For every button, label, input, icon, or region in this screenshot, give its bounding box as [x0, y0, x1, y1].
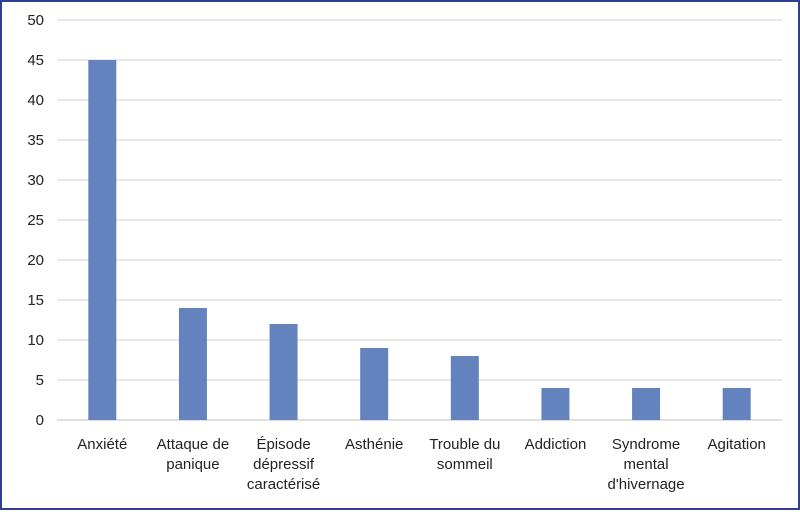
x-category-label: Syndrome mental d'hivernage	[608, 436, 685, 493]
bar-4	[360, 348, 389, 420]
x-axis-labels: Anxiété Attaque de panique Épisode dépressif…	[77, 436, 766, 493]
y-tick-label: 0	[36, 412, 44, 429]
y-tick-label: 15	[27, 292, 44, 309]
gridlines	[57, 19, 782, 421]
y-tick-label: 40	[27, 92, 44, 109]
bar-3	[269, 324, 298, 420]
x-category-label: Attaque de panique	[157, 436, 230, 473]
y-tick-label: 10	[27, 332, 44, 349]
y-tick-label: 5	[36, 372, 44, 389]
y-axis-ticks: 0 5 10 15 20 25 30 35 40 45 50	[27, 12, 44, 429]
y-tick-label: 20	[27, 252, 44, 269]
y-tick-label: 50	[27, 12, 44, 29]
y-tick-label: 30	[27, 172, 44, 189]
bar-5	[450, 356, 479, 420]
x-category-label: Trouble du sommeil	[429, 436, 500, 473]
bar-6	[541, 388, 570, 420]
y-tick-label: 45	[27, 52, 44, 69]
bar-2	[178, 308, 207, 420]
x-category-label: Agitation	[708, 436, 766, 453]
y-tick-label: 25	[27, 212, 44, 229]
bars	[88, 60, 751, 420]
bar-7	[632, 388, 661, 420]
bar-1	[88, 60, 117, 420]
bar-8	[722, 388, 751, 420]
x-category-label: Asthénie	[345, 436, 403, 453]
y-tick-label: 35	[27, 132, 44, 149]
x-category-label: Épisode dépressif caractérisé	[247, 436, 320, 493]
x-category-label: Anxiété	[77, 436, 127, 453]
x-category-label: Addiction	[525, 436, 587, 453]
